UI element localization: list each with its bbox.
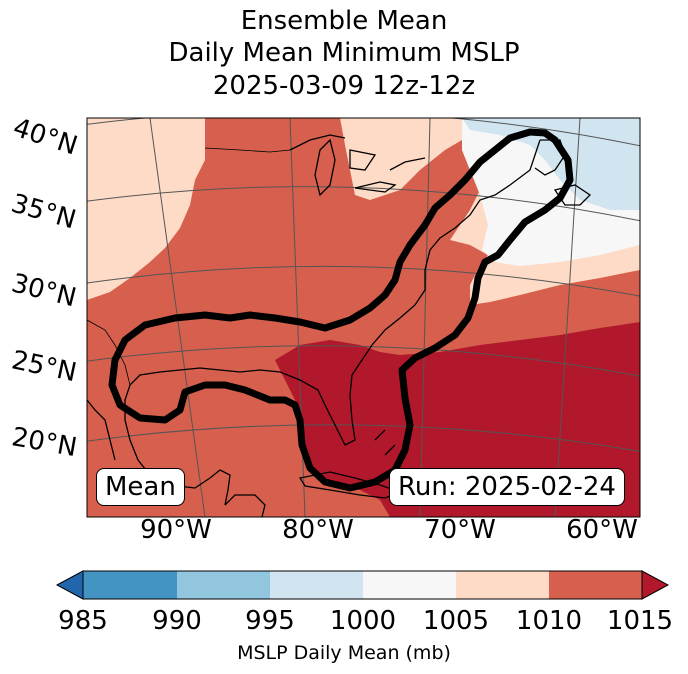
contour-line <box>108 128 574 492</box>
lon-label-90w: 90°W <box>140 515 212 545</box>
run-date-box: Run: 2025-02-24 <box>389 468 625 506</box>
title-line-1: Ensemble Mean <box>240 6 448 36</box>
field-spot <box>115 198 133 216</box>
field-995-1000 <box>462 118 640 210</box>
lon-label-80w: 80°W <box>282 515 354 545</box>
borders <box>87 147 291 386</box>
map-frame <box>86 117 641 518</box>
cbar-tick-990: 990 <box>152 606 202 636</box>
colorbar-bin-1005-1010 <box>456 571 549 599</box>
field-west-light <box>87 118 205 300</box>
colorbar-bin-1010-1015 <box>549 571 642 599</box>
colorbar <box>55 570 670 600</box>
lon-label-70w: 70°W <box>424 515 496 545</box>
colorbar-extend-low <box>55 570 84 600</box>
cbar-tick-1010: 1010 <box>515 606 583 636</box>
cbar-tick-1005: 1005 <box>422 606 490 636</box>
title-line-3: 2025-03-09 12z-12z <box>212 71 476 101</box>
colorbar-frame <box>82 570 643 600</box>
colorbar-bin-990-995 <box>177 571 270 599</box>
colorbar-bin-985-990 <box>83 571 177 599</box>
colorbar-bin-1000-1005 <box>363 571 456 599</box>
colorbar-bin-995-1000 <box>270 571 363 599</box>
lon-label-60w: 60°W <box>566 515 638 545</box>
graticule <box>87 118 640 517</box>
title-line-2: Daily Mean Minimum MSLP <box>168 38 520 68</box>
map-area <box>87 118 640 517</box>
cbar-tick-1015: 1015 <box>606 606 674 636</box>
cbar-tick-995: 995 <box>245 606 295 636</box>
cbar-tick-1000: 1000 <box>329 606 397 636</box>
colorbar-label: MSLP Daily Mean (mb) <box>237 642 451 664</box>
colorbar-extend-high <box>641 570 670 600</box>
field-north-light <box>340 118 462 200</box>
cbar-tick-985: 985 <box>58 606 108 636</box>
mean-box: Mean <box>96 468 185 506</box>
